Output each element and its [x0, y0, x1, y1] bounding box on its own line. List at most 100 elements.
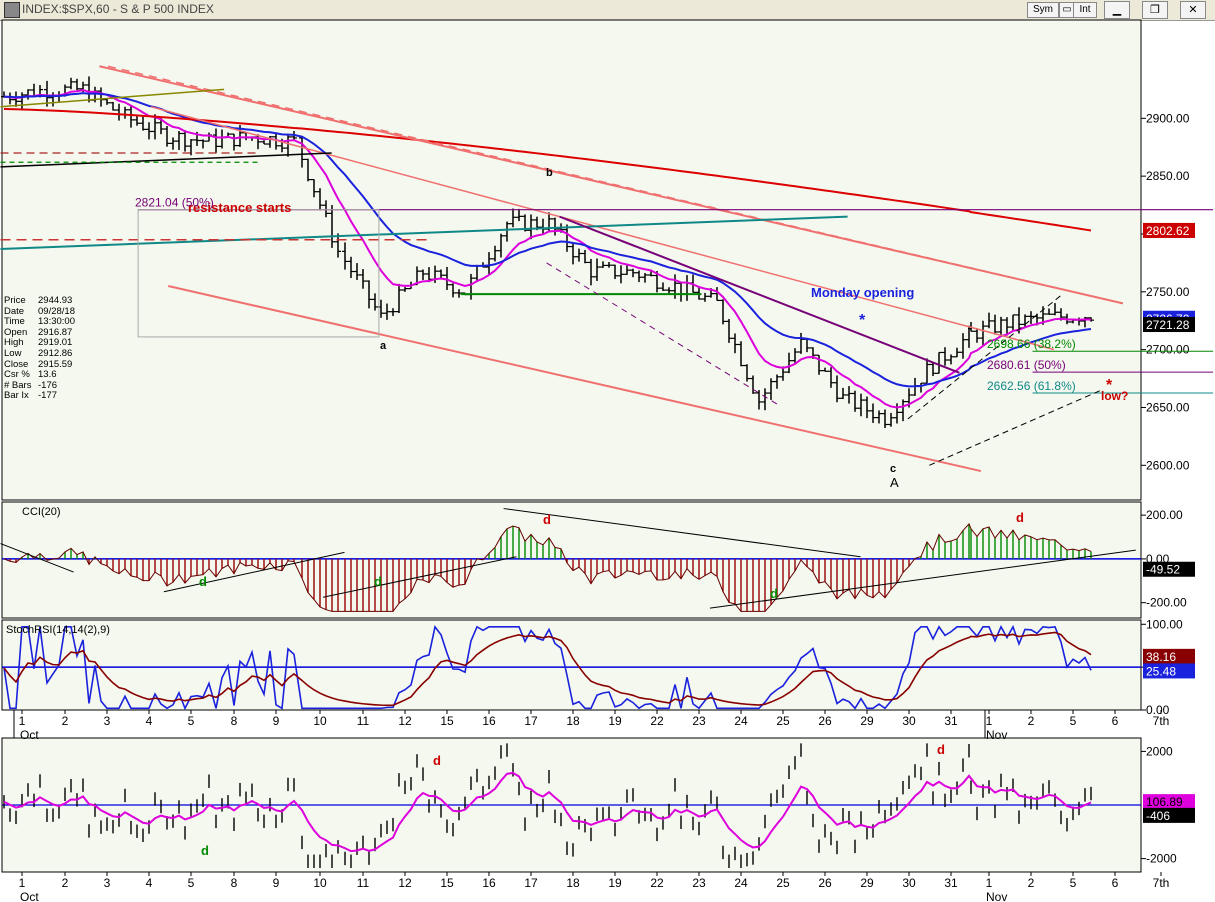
upper-month-nov: Nov	[986, 728, 1007, 742]
data-window-key: Price	[4, 295, 26, 306]
channel-lower-line	[167, 285, 982, 473]
y-tick-label: 2650.00	[1146, 400, 1190, 414]
fib-range-box	[137, 209, 380, 338]
panel-1-frame	[1, 19, 1142, 501]
y-tick-label: 2750.00	[1146, 285, 1190, 299]
y-tick-label: 2000	[1146, 744, 1173, 758]
stochrsi-slow-tag: 38.16	[1146, 650, 1176, 664]
y-tick-label: 2600.00	[1146, 458, 1190, 472]
upper-x-tick-label: 16	[482, 714, 496, 728]
data-window-key: Csr %	[4, 369, 30, 381]
lower-x-tick-label: 17	[524, 876, 538, 890]
olive-trend-line	[0, 88, 225, 108]
upper-x-tick-label: 5	[188, 714, 195, 728]
lower-x-tick-label: 30	[902, 876, 916, 890]
rising-dashed-line	[929, 389, 1102, 466]
upper-x-tick-label: 2	[1028, 714, 1035, 728]
upper-x-tick-label: 4	[146, 714, 153, 728]
channel-mid-line	[150, 106, 1055, 351]
wave-A-label: A	[890, 475, 899, 490]
breadth-last-tag-bg	[1143, 807, 1195, 823]
fib-level-label: 2698.66 (38.2%)	[987, 337, 1076, 351]
data-window-row: Bar Ix -177	[4, 391, 75, 402]
upper-x-tick-label: 25	[776, 714, 790, 728]
breadth-avg-tag-bg	[1143, 794, 1195, 810]
stochrsi-title: StochRSI(14,14(2),9)	[6, 624, 110, 636]
cci-d-marker: d	[199, 574, 207, 589]
rising-dashed-line-2	[907, 293, 1063, 420]
cci-trend-line	[0, 543, 74, 573]
y-tick-label: 100.00	[1146, 617, 1183, 631]
data-window-row: Open 2916.87	[4, 327, 75, 339]
breadth-d-marker: d	[433, 753, 441, 768]
cci-outline	[3, 522, 1092, 612]
channel-upper-line	[99, 65, 1124, 305]
cci-trend-line	[503, 508, 861, 558]
cci-d-marker: d	[770, 586, 778, 601]
interval-link-button[interactable]: Int	[1073, 2, 1097, 18]
purple-dashed-line	[546, 262, 780, 406]
data-window-value: -177	[38, 390, 58, 402]
lower-x-tick-label: 31	[944, 876, 958, 890]
lower-x-tick-label: 25	[776, 876, 790, 890]
lower-x-tick-label: 5	[188, 876, 195, 890]
stochrsi-fast-tag-bg	[1143, 663, 1195, 679]
ma-long-line	[3, 108, 1092, 232]
lower-x-tick-label: 26	[818, 876, 832, 890]
upper-month-oct: Oct	[20, 728, 39, 742]
y-tick-label: -2000	[1146, 852, 1177, 866]
ma-long-price-tag: 2802.62	[1146, 224, 1190, 238]
upper-x-tick-label: 18	[566, 714, 580, 728]
lower-x-tick-label: 2	[1028, 876, 1035, 890]
symbol-link-button[interactable]: Sym	[1027, 2, 1059, 18]
lower-x-tick-label: 5	[1070, 876, 1077, 890]
data-window-row: High 2919.01	[4, 338, 75, 349]
chart-window-icon	[4, 2, 20, 18]
upper-x-tick-label: 15	[440, 714, 454, 728]
upper-x-tick-label: 19	[608, 714, 622, 728]
upper-x-tick-label: 1	[986, 714, 993, 728]
upper-x-tick-label: 31	[944, 714, 958, 728]
data-window: Price 2944.93 Date 09/28/18 Time 13:30:00 Open…	[4, 295, 75, 402]
upper-x-tick-label: 3	[104, 714, 111, 728]
lower-x-tick-label: 11	[357, 876, 370, 890]
channel-upper-dashed-line	[107, 65, 1123, 305]
data-window-row: Price 2944.93	[4, 295, 75, 307]
resistance-annotation: resistance starts	[188, 200, 291, 215]
close-button[interactable]: ✕	[1180, 1, 1206, 19]
monday-opening-annotation: Monday opening	[811, 285, 914, 300]
ma-long-price-tag-bg	[1143, 222, 1195, 238]
purple-trend-line	[559, 215, 960, 374]
restore-button[interactable]: ❐	[1142, 1, 1168, 19]
data-window-row: # Bars -176	[4, 379, 75, 392]
stochrsi-fast-tag: 25.48	[1146, 664, 1176, 678]
upper-x-tick-label: 7th	[1153, 714, 1170, 728]
fib-level-label: 2680.61 (50%)	[987, 358, 1066, 372]
data-window-value: -176	[38, 379, 58, 391]
upper-x-tick-label: 24	[734, 714, 748, 728]
data-window-row: Csr % 13.6	[4, 370, 75, 381]
data-window-key: Date	[4, 305, 25, 317]
lower-x-tick-label: 1	[986, 876, 993, 890]
lock-icon[interactable]: ▭	[1059, 2, 1075, 18]
lower-x-tick-label: 15	[440, 876, 454, 890]
monday-star-marker: *	[859, 312, 866, 329]
lower-x-tick-label: 8	[231, 876, 238, 890]
last-price-tag: 2721.28	[1146, 318, 1190, 332]
ma-fast-line	[3, 89, 1092, 409]
lower-x-tick-label: 29	[860, 876, 874, 890]
stochrsi-fast-line	[3, 624, 1092, 711]
cci-last-tag-bg	[1143, 561, 1195, 577]
breadth-average-line	[3, 771, 1092, 853]
upper-x-tick-label: 29	[860, 714, 874, 728]
upper-x-tick-label: 30	[902, 714, 916, 728]
cci-title: CCI(20)	[22, 506, 61, 518]
lower-x-tick-label: 6	[1112, 876, 1119, 890]
stochrsi-slow-tag-bg	[1143, 648, 1195, 664]
lower-month-oct: Oct	[20, 890, 39, 902]
panel-2-frame	[1, 501, 1142, 619]
low-star-marker: *	[1106, 377, 1113, 394]
upper-x-tick-label: 26	[818, 714, 832, 728]
minimize-button[interactable]: ▁	[1104, 1, 1130, 19]
